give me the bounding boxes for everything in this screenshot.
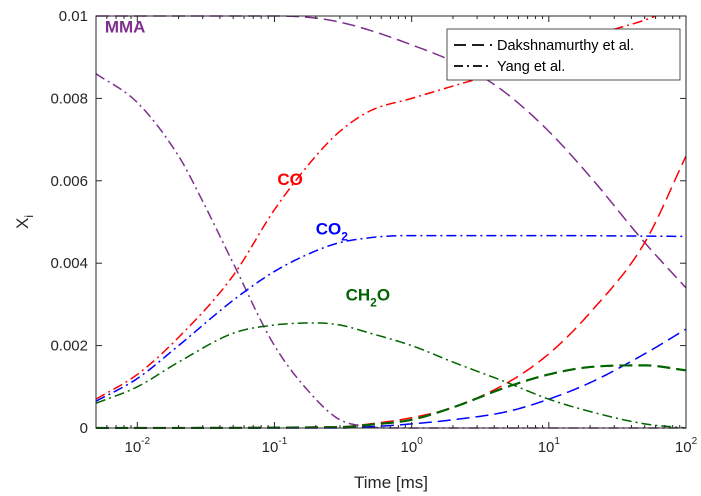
- x-tick-label: 102: [675, 436, 698, 456]
- x-tick-exponent: 1: [554, 436, 560, 447]
- legend: Dakshnamurthy et al. Yang et al.: [446, 28, 681, 81]
- x-tick-exponent: -2: [141, 436, 150, 447]
- y-tick-label: 0.002: [50, 338, 88, 355]
- y-axis-label-main: X: [13, 218, 32, 229]
- x-tick-exponent: 2: [692, 436, 698, 447]
- y-tick-label: 0.008: [50, 90, 88, 107]
- annotation-suffix: O: [377, 285, 390, 304]
- y-axis-label-subscript: i: [22, 215, 36, 218]
- series-line-co2-yang: [96, 234, 686, 402]
- annotation-subscript: 2: [370, 295, 377, 309]
- x-tick-label: 101: [538, 436, 561, 456]
- x-tick-base: 10: [401, 439, 418, 456]
- annotation-mma: MMA: [105, 17, 146, 36]
- y-tick-label: 0.006: [50, 173, 88, 190]
- x-tick-base: 10: [675, 439, 692, 456]
- x-tick-label: 10-2: [124, 436, 150, 456]
- x-tick-exponent: 0: [417, 436, 423, 447]
- legend-label-yang: Yang et al.: [497, 59, 565, 75]
- y-tick-label: 0: [80, 420, 88, 437]
- annotation-co: CO: [277, 170, 303, 189]
- x-tick-base: 10: [124, 439, 141, 456]
- series-line-mma-dakshnamurthy: [96, 15, 686, 289]
- x-axis-label: Time [ms]: [354, 473, 428, 492]
- annotation-subscript: 2: [341, 229, 348, 243]
- legend-label-dakshnamurthy: Dakshnamurthy et al.: [497, 38, 634, 54]
- y-tick-label: 0.01: [59, 8, 88, 25]
- legend-box: [446, 28, 681, 81]
- annotation-ch2o: CH2O: [346, 285, 390, 309]
- annotation-text: MMA: [105, 17, 146, 36]
- annotation-text: CO: [316, 219, 342, 238]
- x-tick-base: 10: [538, 439, 555, 456]
- y-tick-label: 0.004: [50, 255, 88, 272]
- x-tick-base: 10: [262, 439, 279, 456]
- x-tick-label: 10-1: [262, 436, 288, 456]
- plot-frame: [95, 15, 687, 429]
- annotation-text: CH: [346, 285, 371, 304]
- x-tick-exponent: -1: [278, 436, 287, 447]
- series-line-ch2o-dakshnamurthy: [96, 364, 686, 429]
- annotation-co2: CO2: [316, 219, 349, 243]
- y-axis-label: Xi: [13, 215, 36, 229]
- annotation-text: CO: [277, 170, 303, 189]
- x-tick-label: 100: [401, 436, 424, 456]
